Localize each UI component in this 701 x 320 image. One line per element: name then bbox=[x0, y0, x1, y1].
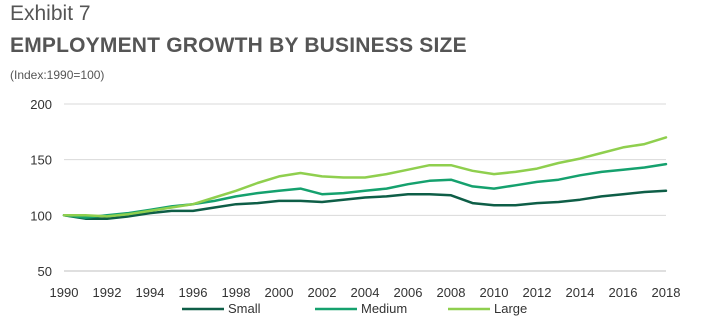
y-tick-label: 200 bbox=[30, 97, 52, 112]
x-tick-label: 2004 bbox=[351, 285, 380, 300]
series-line-small bbox=[62, 189, 668, 220]
x-tick-label: 1990 bbox=[50, 285, 79, 300]
grid-lines bbox=[64, 103, 666, 216]
exhibit-label: Exhibit 7 bbox=[10, 2, 91, 25]
legend: Small Medium Large bbox=[182, 301, 527, 316]
y-tick-label: 150 bbox=[30, 153, 52, 168]
x-tick-label: 2008 bbox=[437, 285, 466, 300]
x-tick-label: 1992 bbox=[93, 285, 122, 300]
x-tick-label: 2006 bbox=[394, 285, 423, 300]
y-tick-label: 100 bbox=[30, 208, 52, 223]
series-lines bbox=[62, 136, 668, 220]
x-tick-label: 2000 bbox=[265, 285, 294, 300]
x-tick-label: 2002 bbox=[308, 285, 337, 300]
series-line-large bbox=[62, 136, 668, 218]
x-tick-label: 1996 bbox=[179, 285, 208, 300]
x-tick-label: 2014 bbox=[566, 285, 595, 300]
x-tick-label: 2016 bbox=[609, 285, 638, 300]
x-tick-label: 2018 bbox=[652, 285, 681, 300]
x-tick-label: 2012 bbox=[523, 285, 552, 300]
x-axis-tick-labels: 1990 1992 1994 1996 1998 2000 2002 2004 2006 2008… bbox=[50, 285, 681, 300]
y-tick-label: 50 bbox=[38, 264, 52, 279]
legend-label-large: Large bbox=[494, 301, 527, 316]
chart-title: EMPLOYMENT GROWTH BY BUSINESS SIZE bbox=[10, 34, 467, 57]
legend-label-small: Small bbox=[228, 301, 261, 316]
x-tick-label: 1994 bbox=[136, 285, 165, 300]
y-axis-tick-labels: 50 100 150 200 bbox=[30, 97, 52, 279]
legend-label-medium: Medium bbox=[361, 301, 407, 316]
chart-subtitle: (Index:1990=100) bbox=[10, 68, 105, 82]
x-tick-label: 2010 bbox=[480, 285, 509, 300]
x-tick-label: 1998 bbox=[222, 285, 251, 300]
